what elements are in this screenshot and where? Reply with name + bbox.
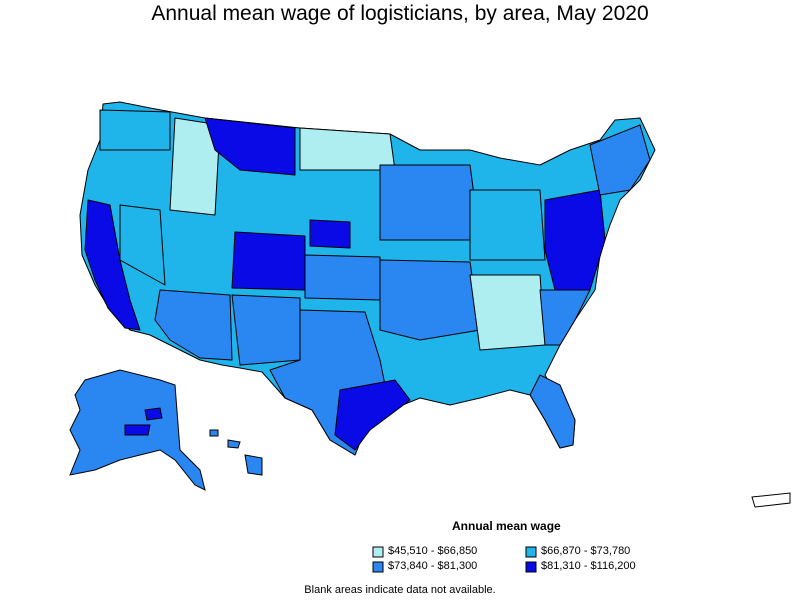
region-nevada <box>119 204 166 286</box>
region-south <box>379 259 481 341</box>
legend-item-3: $73,840 - $81,300 <box>388 560 477 572</box>
region-new-england <box>589 124 651 196</box>
hawaii-big-island <box>244 454 263 476</box>
region-southeast <box>469 274 546 351</box>
region-arizona <box>154 289 233 361</box>
legend-swatch-2 <box>525 546 537 558</box>
region-montana-west <box>204 117 296 176</box>
region-ohio-valley <box>469 189 546 261</box>
legend-label-4: $81,310 - $116,200 <box>541 560 636 572</box>
legend-label-2: $66,870 - $73,780 <box>541 545 631 557</box>
region-band-1 <box>169 117 221 216</box>
legend-swatch-3 <box>372 561 384 573</box>
map-title: Annual mean wage of logisticians, by are… <box>151 2 649 25</box>
region-florida <box>529 374 576 449</box>
region-carolinas <box>539 289 591 346</box>
legend-title: Annual mean wage <box>452 519 561 533</box>
puerto-rico <box>751 492 791 508</box>
hawaii <box>209 429 263 476</box>
footnote: Blank areas indicate data not available. <box>304 584 496 596</box>
legend-item-2: $66,870 - $73,780 <box>541 545 630 557</box>
legend-swatch-4 <box>525 561 537 573</box>
legend-item-4: $81,310 - $116,200 <box>541 560 636 572</box>
alaska-south <box>124 424 151 436</box>
alaska <box>69 369 206 491</box>
legend-label-1: $45,510 - $66,850 <box>388 545 478 557</box>
region-midwest <box>379 164 481 241</box>
legend-swatch-1 <box>372 546 384 558</box>
puerto-rico-body <box>751 492 791 508</box>
region-colorado <box>231 231 306 291</box>
legend <box>372 546 537 573</box>
region-kansas-north <box>309 219 351 249</box>
region-california-coast <box>84 199 141 331</box>
region-new-mexico <box>231 294 301 366</box>
region-band-2 <box>299 127 396 171</box>
hawaii-maui <box>227 439 241 449</box>
hawaii-oahu <box>209 429 219 437</box>
region-texas-gulf <box>334 379 411 451</box>
contiguous-us <box>79 101 656 456</box>
legend-item-1: $45,510 - $66,850 <box>388 545 477 557</box>
region-kansas <box>304 254 381 301</box>
alaska-anchorage <box>144 407 163 421</box>
legend-label-3: $73,840 - $81,300 <box>388 560 478 572</box>
region-washington <box>99 109 171 151</box>
